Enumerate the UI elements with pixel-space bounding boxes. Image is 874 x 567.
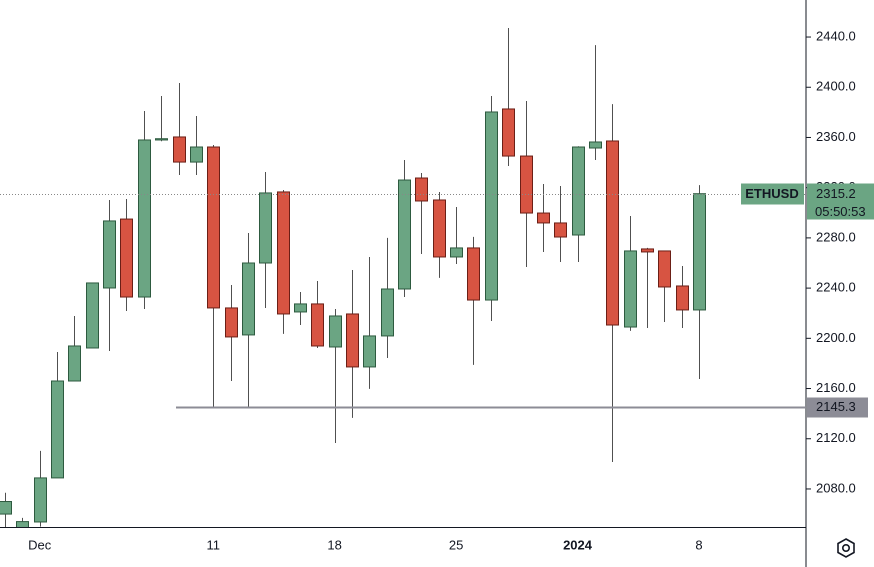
y-tick-label: 2120.0 bbox=[816, 430, 856, 445]
candle-body bbox=[242, 262, 255, 336]
horizontal-line-label-bg bbox=[807, 397, 868, 418]
settings-icon[interactable] bbox=[837, 538, 855, 558]
candle-body bbox=[658, 250, 671, 288]
candle-body bbox=[363, 335, 376, 368]
x-tick-label: 25 bbox=[449, 537, 463, 552]
candle-body bbox=[502, 108, 515, 157]
x-tick-label: 18 bbox=[327, 537, 341, 552]
candle-body bbox=[606, 140, 619, 326]
x-tick-label: 2024 bbox=[563, 537, 593, 552]
candle-body bbox=[624, 250, 637, 328]
candle-body bbox=[572, 146, 585, 236]
y-tick-label: 2240.0 bbox=[816, 280, 856, 295]
y-tick-label: 2440.0 bbox=[816, 28, 856, 43]
candle-body bbox=[277, 191, 290, 315]
candle-body bbox=[173, 136, 186, 163]
candle-body bbox=[259, 192, 272, 264]
candle-body bbox=[138, 139, 151, 298]
candle-body bbox=[346, 313, 359, 368]
candle-body bbox=[68, 345, 81, 382]
candle-body bbox=[311, 303, 324, 347]
y-tick-label: 2400.0 bbox=[816, 79, 856, 94]
y-tick-label: 2280.0 bbox=[816, 229, 856, 244]
x-tick-label: Dec bbox=[28, 537, 52, 552]
candle-body bbox=[86, 282, 99, 349]
candle-body bbox=[155, 138, 168, 141]
candle-body bbox=[450, 247, 463, 258]
candle-body bbox=[693, 193, 706, 311]
symbol-label-bg bbox=[741, 183, 804, 205]
candle-body bbox=[329, 315, 342, 348]
plot-area bbox=[0, 27, 706, 527]
candle-body bbox=[381, 288, 394, 337]
candle-body bbox=[676, 285, 689, 311]
y-tick-label: 2080.0 bbox=[816, 480, 856, 495]
candle-body bbox=[207, 146, 220, 309]
candle-body bbox=[51, 380, 64, 479]
candle-body bbox=[520, 155, 533, 214]
candle-body bbox=[294, 303, 307, 313]
candle-body bbox=[103, 220, 116, 289]
candle-body bbox=[0, 501, 12, 515]
countdown-label: 05:50:53 bbox=[815, 204, 866, 219]
candle-body bbox=[641, 248, 654, 253]
x-tick-label: 11 bbox=[206, 537, 220, 552]
candle-body bbox=[190, 146, 203, 163]
candle-body bbox=[485, 111, 498, 301]
horizontal-line-label: 2145.3 bbox=[816, 399, 856, 414]
candle-body bbox=[467, 247, 480, 301]
candle-body bbox=[225, 307, 238, 338]
candle-body bbox=[34, 477, 47, 523]
candle-body bbox=[537, 212, 550, 224]
candle-body bbox=[589, 141, 602, 149]
y-tick-label: 2200.0 bbox=[816, 330, 856, 345]
settings-icon-center[interactable] bbox=[841, 543, 851, 553]
settings-button[interactable] bbox=[837, 538, 855, 558]
x-tick-label: 8 bbox=[695, 537, 702, 552]
candle-body bbox=[16, 521, 29, 527]
candle-body bbox=[433, 199, 446, 258]
last-price-label: 2315.2 bbox=[816, 186, 856, 201]
y-tick-label: 2160.0 bbox=[816, 380, 856, 395]
candle-body bbox=[415, 177, 428, 202]
y-tick-label: 2360.0 bbox=[816, 129, 856, 144]
symbol-label: ETHUSD bbox=[745, 186, 798, 201]
candle-body bbox=[398, 179, 411, 290]
candle-body bbox=[120, 218, 133, 298]
last-price-label-bg bbox=[807, 183, 874, 220]
candle-body bbox=[554, 222, 567, 238]
